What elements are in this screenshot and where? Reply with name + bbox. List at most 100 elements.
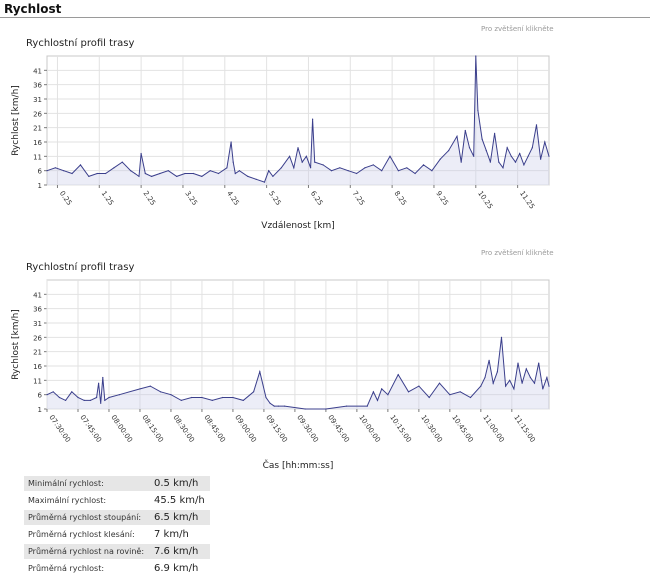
- data-point: [176, 175, 178, 177]
- y-tick-label: 6: [38, 392, 43, 400]
- data-point: [242, 399, 244, 401]
- data-point: [510, 155, 512, 157]
- zoom-hint-time[interactable]: Pro zvětšení klikněte: [481, 249, 554, 257]
- section-title: Rychlost: [4, 2, 62, 16]
- stat-label: Průměrná rychlost stoupání:: [24, 510, 150, 525]
- data-point: [284, 405, 286, 407]
- data-point: [459, 391, 461, 393]
- data-point: [277, 405, 279, 407]
- data-point: [525, 368, 527, 370]
- data-point: [322, 164, 324, 166]
- data-point: [167, 170, 169, 172]
- x-tick-label: 08:00:00: [109, 414, 134, 444]
- series-area: [47, 56, 549, 185]
- data-point: [192, 172, 194, 175]
- data-point: [488, 359, 490, 361]
- data-point: [144, 172, 146, 175]
- data-point: [502, 167, 504, 169]
- data-point: [222, 396, 224, 399]
- data-point: [65, 399, 67, 401]
- data-point: [105, 172, 107, 175]
- x-axis-label: Čas [hh:mm:ss]: [263, 459, 334, 471]
- data-point: [52, 391, 54, 393]
- y-tick-label: 26: [33, 334, 42, 342]
- data-point: [489, 161, 491, 163]
- stat-value: 7 km/h: [154, 529, 189, 540]
- data-point: [531, 147, 533, 149]
- data-point: [438, 382, 441, 384]
- data-point: [514, 161, 517, 163]
- data-point: [481, 138, 483, 140]
- chart-title: Rychlostní profil trasy: [26, 261, 134, 273]
- data-point: [509, 379, 511, 381]
- data-point: [297, 147, 299, 149]
- y-tick-label: 36: [33, 82, 42, 90]
- data-point: [149, 385, 151, 387]
- section-divider: [0, 17, 650, 18]
- data-point: [533, 382, 536, 384]
- data-point: [480, 385, 482, 387]
- data-point: [113, 167, 115, 169]
- x-tick-label: 09:15:00: [264, 414, 289, 444]
- data-point: [460, 161, 462, 163]
- chart-distance-container[interactable]: Rychlostní profil trasy 1 6 11 16 21 26 31 36 41 0…: [0, 30, 650, 245]
- data-point: [498, 161, 500, 163]
- zoom-hint-distance[interactable]: Pro zvětšení klikněte: [481, 25, 554, 33]
- series-area: [47, 337, 549, 409]
- data-point: [201, 396, 203, 399]
- x-tick-label: 10:00:00: [357, 414, 382, 444]
- data-point: [151, 175, 153, 177]
- stat-value: 0.5 km/h: [150, 476, 210, 491]
- x-tick-label: 11:00:00: [481, 414, 506, 444]
- data-point: [272, 175, 274, 177]
- data-point: [505, 385, 507, 387]
- data-point: [418, 385, 420, 387]
- data-point: [475, 55, 477, 57]
- data-point: [500, 336, 503, 338]
- y-tick-label: 1: [38, 182, 42, 190]
- data-point: [397, 170, 399, 172]
- data-point: [63, 170, 65, 172]
- data-point: [314, 161, 316, 163]
- data-point: [468, 147, 471, 149]
- y-tick-label: 21: [33, 349, 42, 357]
- x-tick-label: 10.25: [476, 190, 494, 211]
- chart-time-container[interactable]: Rychlostní profil trasy 1 6 11 16 21 26 31 36 41 0…: [0, 254, 650, 474]
- x-tick-label: 8.25: [392, 190, 407, 207]
- data-point: [542, 388, 544, 390]
- data-point: [230, 141, 232, 143]
- data-point: [102, 376, 104, 379]
- data-point: [96, 172, 98, 175]
- data-point: [506, 147, 508, 149]
- data-point: [538, 362, 540, 364]
- data-point: [134, 172, 136, 175]
- data-point: [448, 150, 450, 152]
- data-point: [54, 167, 57, 169]
- data-point: [259, 371, 261, 373]
- stats-row: Maximální rychlost: 45.5 km/h: [24, 493, 210, 508]
- stats-row: Minimální rychlost: 0.5 km/h: [24, 476, 210, 491]
- y-tick-label: 21: [33, 125, 42, 133]
- stats-row: Průměrná rychlost stoupání: 6.5 km/h: [24, 510, 210, 525]
- data-point: [548, 385, 550, 387]
- x-tick-label: 08:30:00: [171, 414, 196, 444]
- x-tick-label: 9.25: [434, 190, 449, 207]
- plot-area: [46, 55, 550, 186]
- data-point: [535, 124, 538, 126]
- data-point: [263, 181, 266, 183]
- x-tick-label: 09:30:00: [295, 414, 320, 444]
- data-point: [232, 396, 234, 399]
- stat-value: 7.6 km/h: [150, 544, 210, 559]
- data-point: [253, 391, 255, 393]
- data-point: [130, 170, 132, 172]
- x-tick-label: 5.25: [267, 190, 282, 207]
- data-point: [364, 167, 366, 169]
- data-point: [108, 396, 110, 399]
- plot-area: [46, 279, 550, 410]
- x-tick-label: 08:45:00: [202, 414, 227, 444]
- x-tick-label: 08:15:00: [140, 414, 165, 444]
- data-point: [473, 155, 475, 157]
- data-point: [71, 172, 73, 175]
- data-point: [381, 170, 383, 172]
- stats-row: Průměrná rychlost na rovině: 7.6 km/h: [24, 544, 210, 559]
